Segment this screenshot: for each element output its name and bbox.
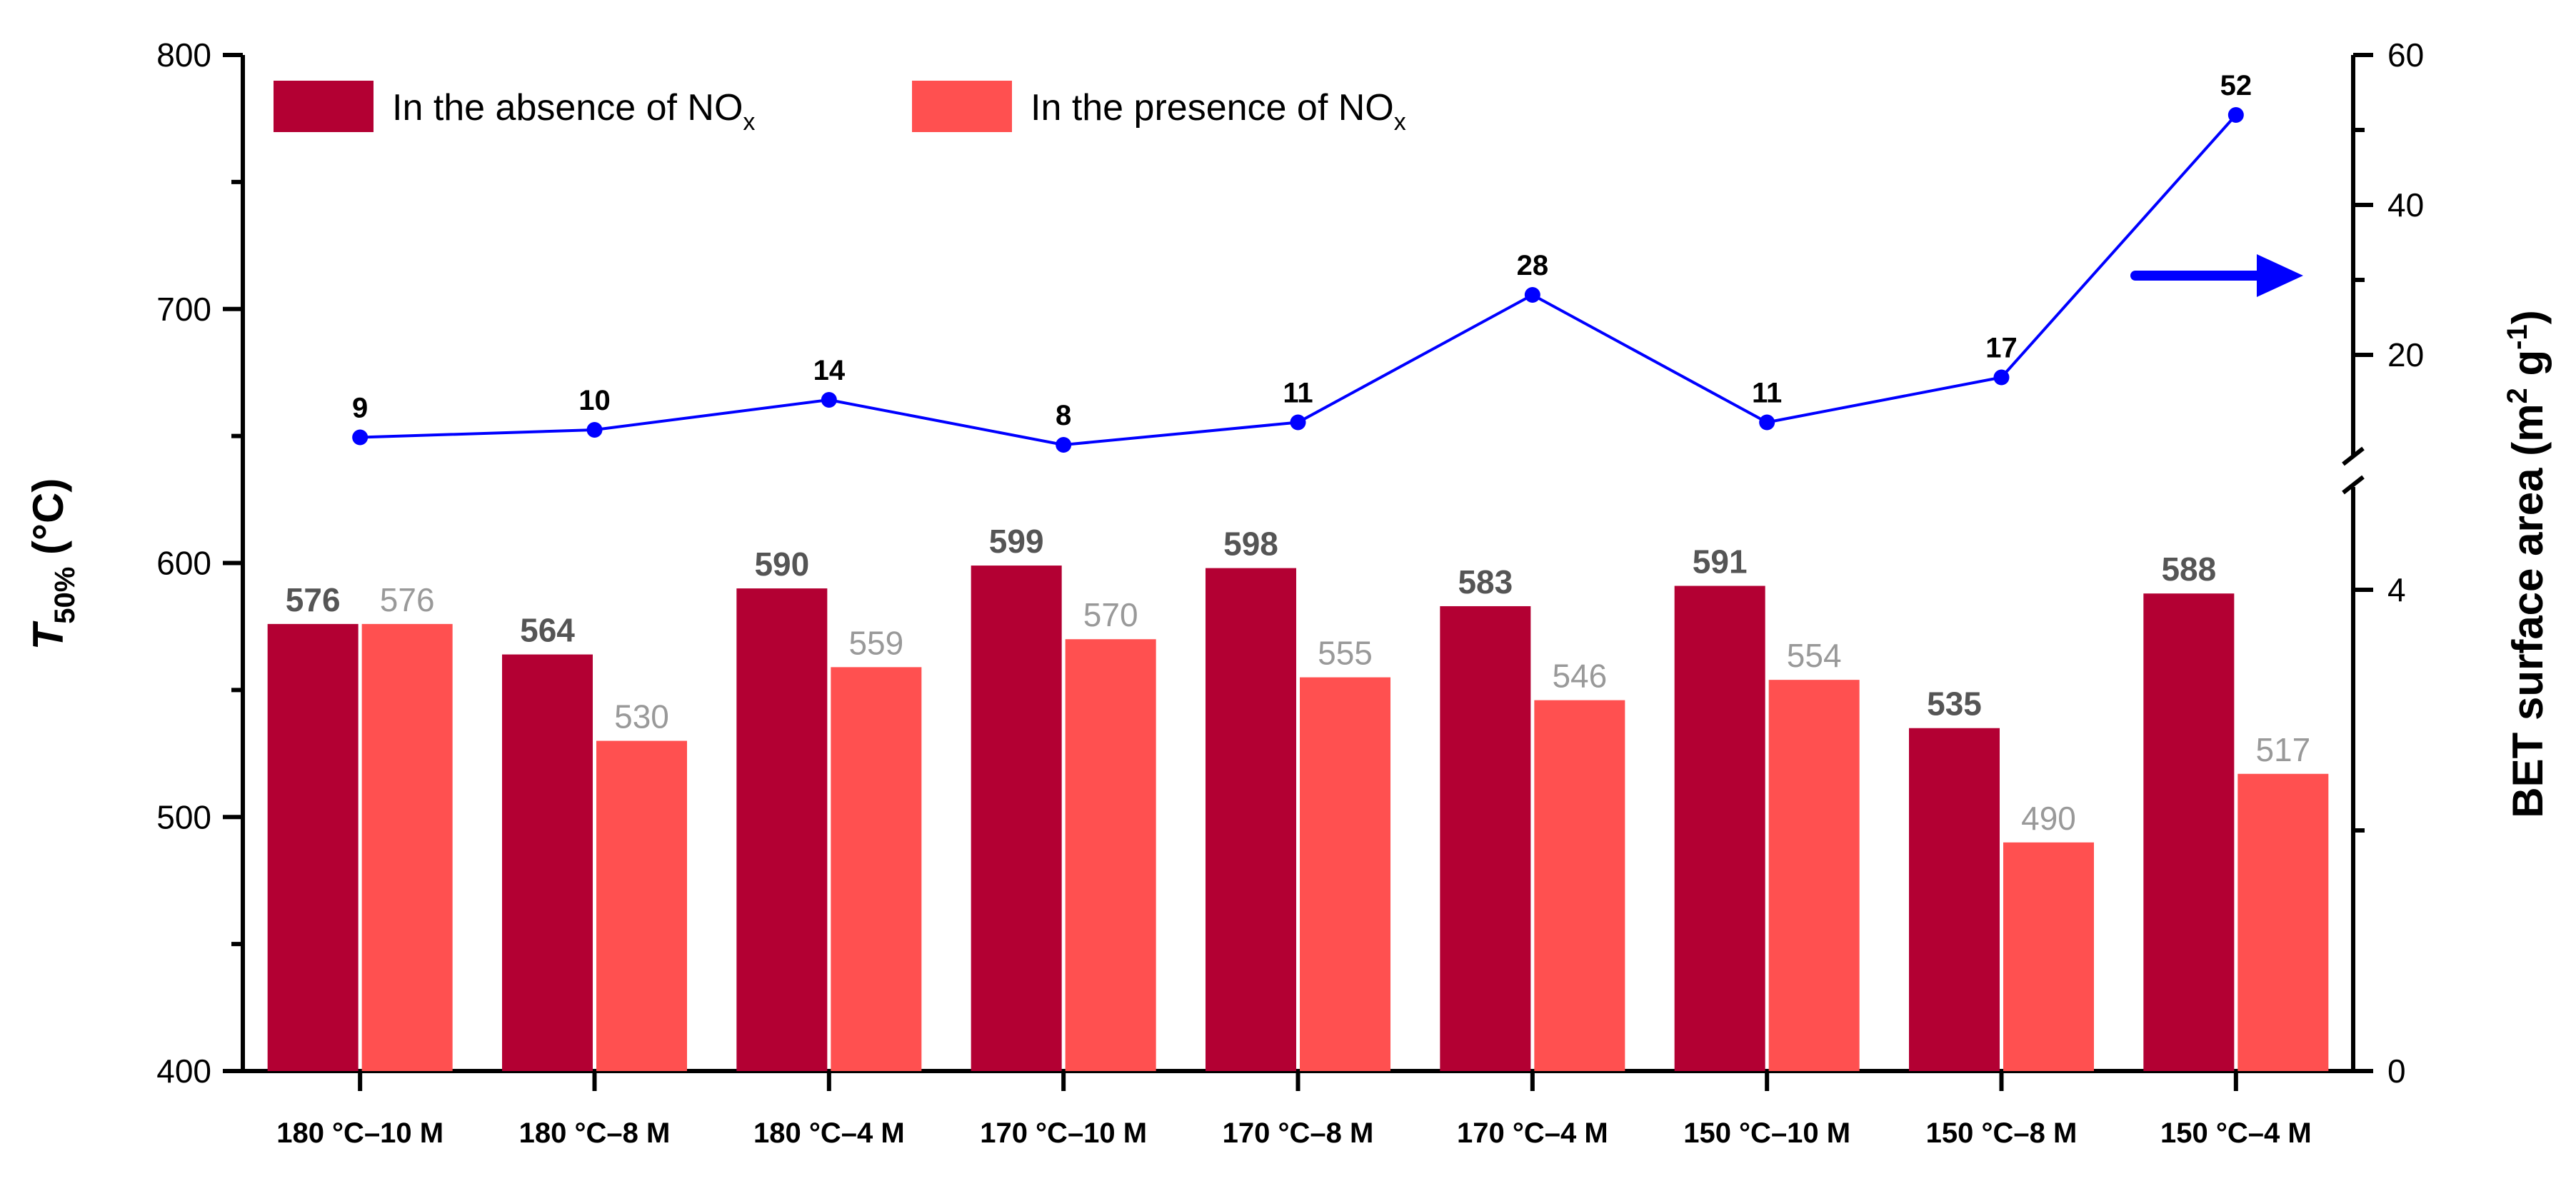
bet-point bbox=[821, 392, 837, 408]
bar-absence-label: 598 bbox=[1223, 526, 1278, 563]
bet-point-label: 11 bbox=[1283, 378, 1313, 409]
legend: In the absence of NOx In the presence of … bbox=[274, 81, 1406, 136]
bet-point-label: 14 bbox=[813, 355, 846, 386]
bar-absence-label: 583 bbox=[1458, 563, 1513, 600]
bar-presence bbox=[2003, 842, 2094, 1071]
right-tick-label: 40 bbox=[2387, 186, 2424, 223]
bar-presence bbox=[361, 623, 453, 1071]
bar-absence bbox=[1206, 568, 1296, 1071]
bar-absence-label: 576 bbox=[286, 581, 341, 618]
category-label: 170 °C–8 M bbox=[1223, 1117, 1374, 1149]
bar-absence-label: 564 bbox=[520, 612, 575, 649]
bet-point bbox=[1759, 414, 1775, 431]
bar-absence bbox=[502, 654, 593, 1071]
bet-point-label: 8 bbox=[1056, 400, 1071, 431]
bar-presence-label: 546 bbox=[1552, 658, 1607, 695]
bet-point bbox=[1056, 437, 1072, 453]
bar-absence bbox=[1674, 586, 1765, 1071]
bet-point bbox=[352, 429, 369, 446]
bet-point-label: 52 bbox=[2220, 70, 2252, 101]
left-tick-label: 800 bbox=[156, 36, 211, 74]
bar-absence bbox=[1909, 728, 2000, 1071]
bet-point-label: 10 bbox=[578, 385, 611, 416]
bar-presence bbox=[1300, 677, 1390, 1071]
left-tick-label: 400 bbox=[156, 1052, 211, 1090]
bar-presence bbox=[831, 667, 922, 1071]
bar-labels: 576 576 564 530 590 559 599 570 598 555 583 546 591 5… bbox=[286, 523, 2310, 837]
bet-point-label: 11 bbox=[1752, 378, 1782, 409]
right-tick-label: 4 bbox=[2387, 571, 2406, 608]
arrow-head-icon bbox=[2257, 254, 2303, 297]
axis-titles: T50% (°C) BET surface area (m2 g-1) bbox=[24, 310, 2552, 818]
category-label: 170 °C–10 M bbox=[980, 1117, 1147, 1149]
bar-absence bbox=[2143, 593, 2235, 1071]
bar-absence bbox=[736, 588, 828, 1071]
category-label: 150 °C–10 M bbox=[1683, 1117, 1850, 1149]
bet-point-label: 9 bbox=[352, 393, 368, 424]
bet-point-label: 17 bbox=[1985, 333, 2018, 364]
axis-break-mark bbox=[2342, 475, 2365, 495]
right-tick-label: 60 bbox=[2387, 36, 2424, 74]
axis-break-mark bbox=[2342, 446, 2365, 466]
bet-point bbox=[1993, 369, 2010, 386]
category-label: 180 °C–4 M bbox=[753, 1117, 905, 1149]
bar-absence-label: 590 bbox=[754, 546, 809, 583]
bar-absence-label: 535 bbox=[1927, 685, 1982, 723]
bar-presence-label: 490 bbox=[2021, 800, 2076, 837]
left-tick-label: 600 bbox=[156, 545, 211, 582]
category-labels: 180 °C–10 M 180 °C–8 M 180 °C–4 M 170 °C–10… bbox=[276, 1071, 2312, 1149]
left-tick-label: 700 bbox=[156, 291, 211, 328]
category-label: 150 °C–4 M bbox=[2160, 1117, 2312, 1149]
bet-line-series: 9 10 14 8 11 28 11 17 52 bbox=[352, 70, 2252, 453]
bars bbox=[267, 566, 2329, 1071]
bar-presence bbox=[596, 740, 687, 1071]
bar-presence-label: 570 bbox=[1083, 596, 1138, 633]
right-tick-label: 20 bbox=[2387, 336, 2424, 373]
bar-presence-label: 559 bbox=[848, 624, 903, 661]
right-tick-label: 0 bbox=[2387, 1052, 2406, 1090]
bar-presence bbox=[1065, 639, 1156, 1071]
bar-presence-label: 530 bbox=[614, 698, 669, 735]
left-axis-title: T50% (°C) bbox=[24, 478, 81, 650]
bar-absence-label: 599 bbox=[989, 523, 1044, 560]
bar-presence-label: 555 bbox=[1318, 635, 1373, 672]
bar-presence bbox=[1534, 700, 1625, 1071]
bar-absence bbox=[267, 623, 359, 1071]
bet-point-label: 28 bbox=[1517, 250, 1549, 281]
right-axis-ticks: 0 4 20 40 60 bbox=[2353, 36, 2424, 1090]
bar-presence-label: 554 bbox=[1787, 637, 1842, 674]
bet-point bbox=[1524, 287, 1540, 303]
bet-point bbox=[1290, 414, 1306, 431]
legend-presence-swatch bbox=[912, 81, 1012, 132]
legend-presence-label: In the presence of NOx bbox=[1031, 87, 1406, 136]
category-label: 170 °C–4 M bbox=[1457, 1117, 1608, 1149]
legend-absence-label: In the absence of NOx bbox=[392, 87, 755, 136]
category-label: 180 °C–8 M bbox=[519, 1117, 671, 1149]
bar-presence bbox=[1768, 680, 1860, 1071]
bar-presence-label: 517 bbox=[2255, 731, 2310, 768]
bar-presence bbox=[2237, 773, 2329, 1071]
left-tick-label: 500 bbox=[156, 798, 211, 835]
category-label: 150 °C–8 M bbox=[1926, 1117, 2078, 1149]
right-axis-arrow bbox=[2130, 254, 2303, 297]
bar-absence-label: 588 bbox=[2161, 551, 2216, 588]
category-label: 180 °C–10 M bbox=[276, 1117, 443, 1149]
legend-absence-swatch bbox=[274, 81, 374, 132]
bar-absence-label: 591 bbox=[1693, 543, 1748, 581]
bar-presence-label: 576 bbox=[380, 581, 435, 618]
bar-absence bbox=[1440, 605, 1531, 1071]
left-axis-ticks: 400 500 600 700 800 bbox=[156, 36, 243, 1090]
right-axis-title: BET surface area (m2 g-1) bbox=[2502, 310, 2552, 818]
bet-point bbox=[586, 422, 603, 438]
bet-point bbox=[2227, 107, 2244, 123]
bar-absence bbox=[971, 566, 1062, 1071]
